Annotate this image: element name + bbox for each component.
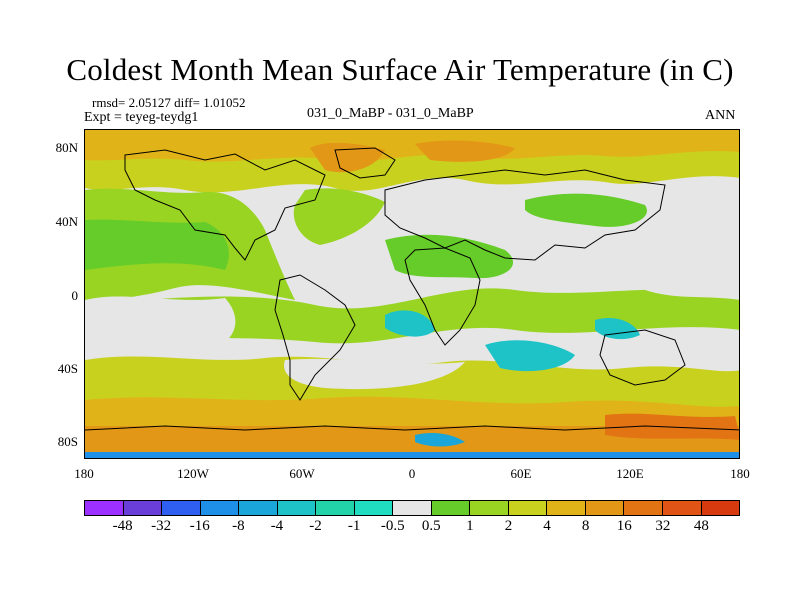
colorbar-swatch bbox=[662, 501, 702, 515]
antarctica-outline bbox=[85, 425, 739, 431]
colorbar-swatch bbox=[162, 501, 201, 515]
map-title: Coldest Month Mean Surface Air Temperatu… bbox=[66, 52, 734, 87]
asia-green-patch bbox=[525, 193, 647, 227]
lon-tick-label: 0 bbox=[408, 466, 416, 481]
colorbar-swatch bbox=[239, 501, 278, 515]
colorbar-swatch bbox=[585, 501, 625, 515]
pacific-neutral-patch bbox=[85, 296, 236, 352]
colorbar-tick-label: -48 bbox=[112, 518, 133, 534]
lon-tick-label: 60W bbox=[289, 466, 315, 481]
africa-outline bbox=[404, 247, 481, 346]
pacific-light-band bbox=[85, 219, 229, 270]
colorbar-tick-label: 2 bbox=[504, 518, 513, 534]
lon-tick-label: 60E bbox=[510, 466, 532, 481]
colorbar-swatch bbox=[85, 501, 124, 515]
arctic-hotter-patch bbox=[415, 140, 515, 162]
lat-tick-label: 80N bbox=[55, 140, 78, 155]
cool-anomaly bbox=[595, 317, 640, 340]
colorbar-swatch bbox=[277, 501, 317, 515]
colorbar-tick-label: -2 bbox=[309, 518, 322, 534]
rmsd-diff-stat: rmsd= 2.05127 diff= 1.01052 bbox=[92, 95, 246, 110]
colorbar-tick-label: 0.5 bbox=[421, 518, 441, 534]
season-label: ANN bbox=[705, 108, 736, 123]
colorbar-tick-label: -32 bbox=[151, 518, 172, 534]
eurasia-outline bbox=[384, 169, 666, 261]
experiment-label: Expt = teyeg-teydg1 bbox=[84, 110, 199, 125]
colorbar-swatch bbox=[393, 501, 432, 515]
colorbar-swatch bbox=[701, 501, 740, 515]
lon-tick-label: 120E bbox=[616, 466, 644, 481]
greenland-outline bbox=[334, 147, 396, 179]
colorbar-tick-label: -1 bbox=[347, 518, 361, 534]
lon-tick-label: 180 bbox=[74, 466, 94, 481]
south-pole-coldest-strip bbox=[85, 452, 739, 458]
eurasia-neutral-patch bbox=[445, 194, 525, 223]
colorbar-tick-label: 8 bbox=[581, 518, 590, 534]
south-atlantic-neutral-patch bbox=[284, 358, 465, 390]
colorbar-tick-label: 1 bbox=[466, 518, 474, 534]
lat-tick-label: 40S bbox=[57, 361, 78, 376]
colorbar-tick-label: 16 bbox=[616, 518, 632, 534]
colorbar-tick-label: -4 bbox=[270, 518, 284, 534]
map-canvas bbox=[85, 130, 739, 458]
atlantic-green-patch bbox=[293, 188, 385, 245]
colorbar-swatch bbox=[354, 501, 394, 515]
colorbar-swatch bbox=[316, 501, 355, 515]
colorbar-swatch bbox=[123, 501, 163, 515]
east-pacific-neutral-patch bbox=[645, 228, 739, 300]
colorbar bbox=[84, 500, 740, 516]
australia-outline bbox=[599, 329, 686, 386]
colorbar-tick-label: -16 bbox=[189, 518, 210, 534]
colorbar-swatch bbox=[508, 501, 548, 515]
north-america-outline bbox=[124, 149, 326, 261]
colorbar-tick-label: 32 bbox=[655, 518, 671, 534]
colorbar-tick-label: 4 bbox=[543, 518, 551, 534]
colorbar-swatch bbox=[200, 501, 240, 515]
lon-tick-label: 180 bbox=[730, 466, 750, 481]
lat-tick-label: 0 bbox=[71, 288, 79, 303]
lat-tick-label: 40N bbox=[55, 214, 78, 229]
south-america-outline bbox=[274, 274, 356, 401]
colorbar-tick-label: -0.5 bbox=[380, 518, 405, 534]
lon-tick-label: 120W bbox=[177, 466, 209, 481]
temperature-map bbox=[84, 129, 740, 459]
lat-tick-label: 80S bbox=[57, 434, 78, 449]
cool-anomaly bbox=[385, 310, 435, 337]
eurasia-green-patch bbox=[385, 234, 514, 279]
map-subtitle: 031_0_MaBP - 031_0_MaBP bbox=[307, 106, 474, 121]
colorbar-swatch bbox=[547, 501, 586, 515]
cold-anomaly bbox=[415, 432, 465, 447]
colorbar-tick-label: 48 bbox=[693, 518, 709, 534]
colorbar-swatch bbox=[431, 501, 471, 515]
colorbar-tick-label: -8 bbox=[232, 518, 245, 534]
arctic-hot-band bbox=[85, 130, 739, 162]
antarctic-hotter-band bbox=[85, 426, 739, 458]
arctic-hotter-patch bbox=[310, 142, 385, 173]
coastlines bbox=[85, 147, 739, 431]
colorbar-swatch bbox=[624, 501, 663, 515]
colorbar-swatch bbox=[470, 501, 509, 515]
cool-anomaly bbox=[485, 340, 575, 372]
